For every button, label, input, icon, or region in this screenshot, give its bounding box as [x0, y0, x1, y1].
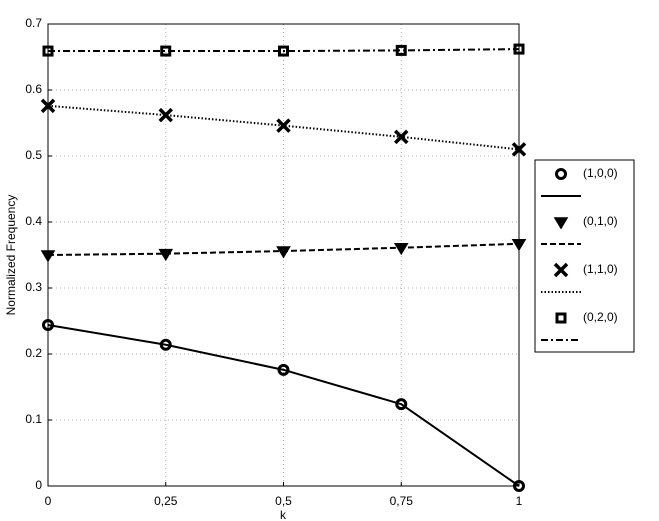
marker [159, 338, 172, 351]
marker [40, 250, 56, 263]
marker [394, 129, 409, 145]
marker [553, 262, 569, 278]
y-tick-label: 0.7 [25, 16, 42, 30]
marker [40, 98, 56, 114]
legend-box [534, 159, 635, 353]
y-axis-label: Normalized Frequency [4, 195, 18, 316]
marker [42, 318, 54, 331]
legend-label: (0,2,0) [583, 310, 618, 324]
series-line [47, 323, 520, 487]
marker [555, 168, 567, 180]
x-tick-label: 0,5 [275, 494, 292, 508]
marker [553, 217, 569, 230]
marker [511, 239, 527, 252]
marker [513, 43, 525, 55]
x-tick-label: 0 [45, 494, 52, 508]
marker [158, 248, 174, 262]
legend-label: (0,1,0) [583, 214, 618, 228]
legend-label: (1,0,0) [583, 166, 618, 180]
marker [555, 312, 567, 324]
x-tick-label: 0,25 [154, 494, 178, 508]
y-tick-label: 0.4 [25, 214, 42, 228]
marker [278, 45, 289, 57]
y-tick-label: 0.6 [25, 82, 42, 96]
x-tick-label: 1 [516, 494, 523, 508]
marker [158, 107, 173, 123]
y-tick-label: 0.5 [25, 148, 42, 162]
marker [395, 398, 408, 411]
marker [160, 45, 172, 57]
marker [511, 142, 527, 157]
marker [393, 242, 409, 256]
y-tick-label: 0.1 [25, 412, 42, 426]
x-axis-label: k [280, 508, 287, 521]
marker [395, 44, 407, 56]
marker [277, 363, 290, 376]
marker [513, 480, 525, 492]
series-line [48, 48, 520, 53]
legend-label: (1,1,0) [583, 262, 618, 276]
x-tick-label: 0,75 [390, 494, 414, 508]
marker [42, 45, 54, 57]
marker [276, 118, 291, 133]
marker [276, 246, 291, 259]
y-tick-label: 0 [35, 478, 42, 492]
y-tick-label: 0.2 [25, 346, 42, 360]
y-tick-label: 0.3 [25, 280, 42, 294]
